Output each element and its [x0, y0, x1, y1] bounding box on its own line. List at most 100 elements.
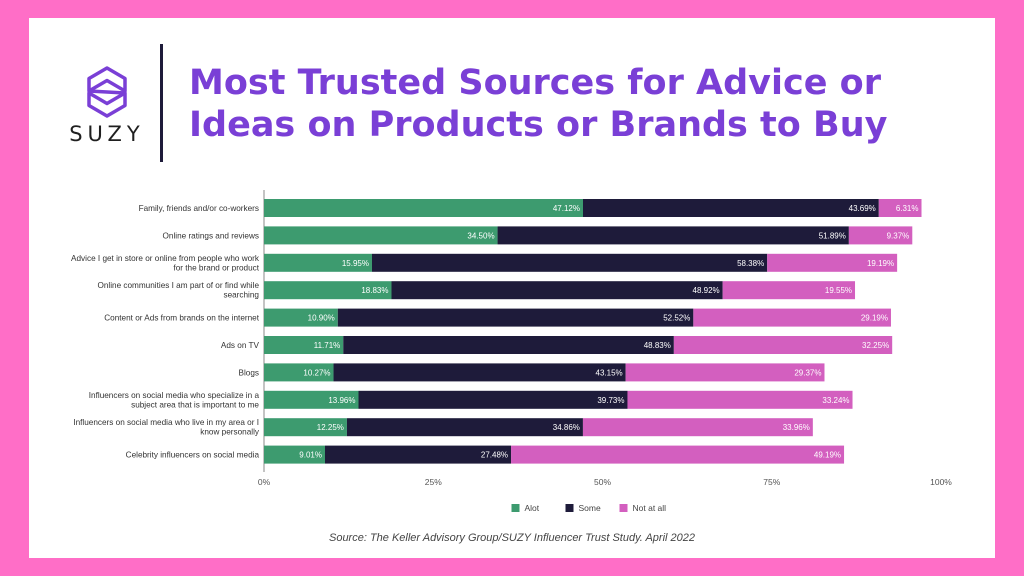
- bar-segment-not-at-all: [722, 281, 856, 300]
- legend-swatch: [511, 504, 520, 512]
- bar-segment-some: [358, 390, 628, 409]
- data-label: 15.95%: [342, 259, 369, 268]
- category-label-line: Ads on TV: [221, 341, 260, 350]
- bar-segment-alot: [264, 390, 359, 409]
- legend-label: Not at all: [633, 503, 667, 513]
- data-label: 18.83%: [361, 286, 388, 295]
- bar-segment-alot: [264, 253, 372, 272]
- category-label-line: Advice I get in store or online from peo…: [71, 254, 260, 263]
- category-label-line: Influencers on social media who live in …: [73, 418, 259, 427]
- data-label: 58.38%: [737, 259, 764, 268]
- data-label: 51.89%: [819, 231, 846, 240]
- data-label: 9.37%: [887, 231, 910, 240]
- data-label: 11.71%: [314, 341, 341, 350]
- bar-segment-alot: [264, 226, 498, 245]
- bar-segment-not-at-all: [625, 363, 825, 382]
- x-tick-label: 75%: [763, 477, 780, 487]
- suzy-logo: SUZY: [59, 66, 155, 146]
- bar-segment-some: [333, 363, 626, 382]
- category-label-line: Blogs: [239, 368, 259, 377]
- category-label-line: for the brand or product: [173, 263, 259, 272]
- bar-segment-alot: [264, 281, 392, 300]
- category-label-line: searching: [223, 291, 259, 300]
- bar-segment-some: [324, 445, 512, 464]
- category-label: Ads on TV: [221, 341, 260, 350]
- bar-segment-alot: [264, 418, 347, 437]
- legend-label: Some: [579, 503, 601, 513]
- data-label: 33.24%: [822, 396, 849, 405]
- bar-segment-some: [371, 253, 768, 272]
- legend-swatch: [565, 504, 574, 512]
- category-label-line: Influencers on social media who speciali…: [89, 391, 260, 400]
- data-label: 27.48%: [481, 451, 508, 460]
- category-label-line: Content or Ads from brands on the intern…: [104, 314, 259, 323]
- bar-segment-some: [343, 336, 674, 354]
- data-label: 6.31%: [896, 204, 919, 213]
- card: SUZY Most Trusted Sources for Advice or …: [29, 18, 995, 558]
- bar-segment-some: [497, 226, 849, 245]
- source-note: Source: The Keller Advisory Group/SUZY I…: [328, 532, 695, 544]
- category-label: Content or Ads from brands on the intern…: [104, 314, 259, 323]
- bar-segment-not-at-all: [693, 308, 891, 327]
- x-tick-label: 50%: [594, 477, 611, 487]
- bar-segment-not-at-all: [673, 336, 893, 354]
- bar-segment-not-at-all: [878, 199, 922, 217]
- category-label-line: know personally: [200, 428, 260, 437]
- category-label: Influencers on social media who speciali…: [89, 391, 260, 410]
- bar-segment-alot: [264, 336, 344, 354]
- bar-segment-not-at-all: [848, 226, 913, 245]
- category-label: Influencers on social media who live in …: [73, 418, 260, 437]
- stacked-bar-chart: Family, friends and/or co-workers 47.12% 4…: [71, 190, 952, 513]
- category-label: Blogs: [239, 368, 259, 377]
- data-label: 13.96%: [328, 396, 355, 405]
- bar-segment-not-at-all: [582, 418, 813, 437]
- bar-segment-some: [337, 308, 694, 327]
- bar-segment-alot: [264, 308, 338, 327]
- category-label: Family, friends and/or co-workers: [139, 204, 259, 213]
- brand-name: SUZY: [69, 122, 145, 146]
- data-label: 19.55%: [825, 286, 852, 295]
- suzy-s-logo-icon: [87, 66, 127, 118]
- category-label-line: Celebrity influencers on social media: [126, 451, 260, 460]
- data-label: 39.73%: [597, 396, 624, 405]
- category-label: Online ratings and reviews: [163, 231, 259, 240]
- data-label: 10.90%: [308, 314, 335, 323]
- data-label: 33.96%: [783, 423, 810, 432]
- category-label: Advice I get in store or online from peo…: [71, 254, 260, 272]
- data-label: 29.19%: [861, 314, 888, 323]
- bar-segment-some: [346, 418, 583, 437]
- data-label: 43.69%: [849, 204, 876, 213]
- data-label: 48.92%: [693, 286, 720, 295]
- category-label: Online communities I am part of or find …: [97, 281, 259, 300]
- category-label-line: Family, friends and/or co-workers: [139, 204, 259, 213]
- category-label: Celebrity influencers on social media: [126, 451, 260, 460]
- x-tick-label: 0%: [258, 477, 271, 487]
- data-label: 49.19%: [814, 451, 841, 460]
- bar-segment-alot: [264, 445, 325, 464]
- header-divider: [160, 44, 163, 162]
- data-label: 10.27%: [303, 368, 330, 377]
- data-label: 9.01%: [299, 451, 322, 460]
- data-label: 19.19%: [867, 259, 894, 268]
- legend-swatch: [619, 504, 628, 512]
- bar-segment-not-at-all: [627, 390, 853, 409]
- data-label: 47.12%: [553, 204, 580, 213]
- x-tick-label: 25%: [425, 477, 442, 487]
- category-label-line: Online ratings and reviews: [163, 231, 259, 240]
- bar-segment-not-at-all: [511, 445, 845, 464]
- bar-segment-alot: [264, 199, 584, 217]
- data-label: 34.86%: [553, 423, 580, 432]
- data-label: 43.15%: [596, 368, 623, 377]
- bar-segment-alot: [264, 363, 334, 382]
- category-label-line: Online communities I am part of or find …: [97, 281, 259, 290]
- category-label-line: subject area that is important to me: [131, 400, 259, 409]
- data-label: 48.83%: [644, 341, 671, 350]
- bar-segment-some: [391, 281, 723, 300]
- data-label: 29.37%: [794, 368, 821, 377]
- data-label: 52.52%: [663, 314, 690, 323]
- x-tick-label: 100%: [930, 477, 952, 487]
- bar-segment-some: [583, 199, 879, 217]
- bar-segment-not-at-all: [767, 253, 898, 272]
- data-label: 32.25%: [862, 341, 889, 350]
- page-title: Most Trusted Sources for Advice or Ideas…: [189, 63, 888, 145]
